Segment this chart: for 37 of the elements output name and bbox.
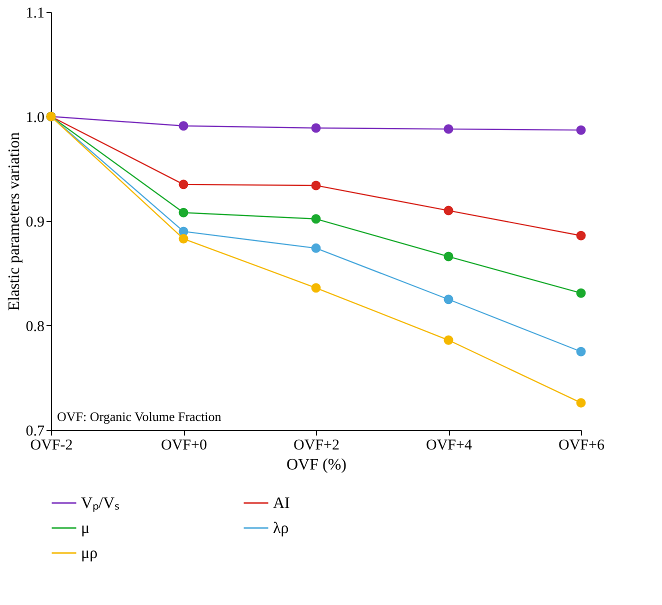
point bbox=[576, 346, 586, 356]
legend-label: λρ bbox=[273, 520, 289, 537]
y-tick-label: 0.8 bbox=[26, 319, 44, 335]
legend-label: AI bbox=[273, 495, 290, 512]
annotation: OVF: Organic Volume Fraction bbox=[57, 409, 222, 424]
y-tick-label: 1.1 bbox=[26, 6, 44, 22]
legend-label: Vₚ/Vₛ bbox=[81, 495, 120, 512]
point bbox=[444, 124, 454, 134]
y-tick-label: 0.9 bbox=[26, 214, 44, 230]
point bbox=[311, 283, 321, 293]
point bbox=[311, 243, 321, 253]
y-axis-title: Elastic parameters variation bbox=[6, 132, 23, 311]
point bbox=[311, 180, 321, 190]
point bbox=[311, 214, 321, 224]
point bbox=[576, 230, 586, 240]
point bbox=[576, 125, 586, 135]
x-tick-label: OVF-2 bbox=[30, 438, 73, 454]
x-axis-title: OVF (%) bbox=[286, 456, 346, 474]
point bbox=[178, 208, 188, 218]
legend-label: μ bbox=[81, 520, 90, 537]
x-tick-label: OVF+4 bbox=[426, 438, 472, 454]
x-tick-label: OVF+2 bbox=[294, 438, 340, 454]
point bbox=[178, 234, 188, 244]
x-tick-label: OVF+0 bbox=[161, 438, 207, 454]
point bbox=[444, 252, 454, 262]
point bbox=[311, 123, 321, 133]
point bbox=[576, 398, 586, 408]
x-tick-label: OVF+6 bbox=[558, 438, 605, 454]
y-tick-label: 0.7 bbox=[26, 424, 45, 440]
point bbox=[444, 335, 454, 345]
point bbox=[178, 121, 188, 131]
point bbox=[178, 180, 188, 190]
point bbox=[444, 294, 454, 304]
y-tick-label: 1.0 bbox=[26, 110, 44, 126]
point bbox=[576, 288, 586, 298]
point bbox=[444, 206, 454, 216]
legend-label: μρ bbox=[81, 545, 98, 562]
